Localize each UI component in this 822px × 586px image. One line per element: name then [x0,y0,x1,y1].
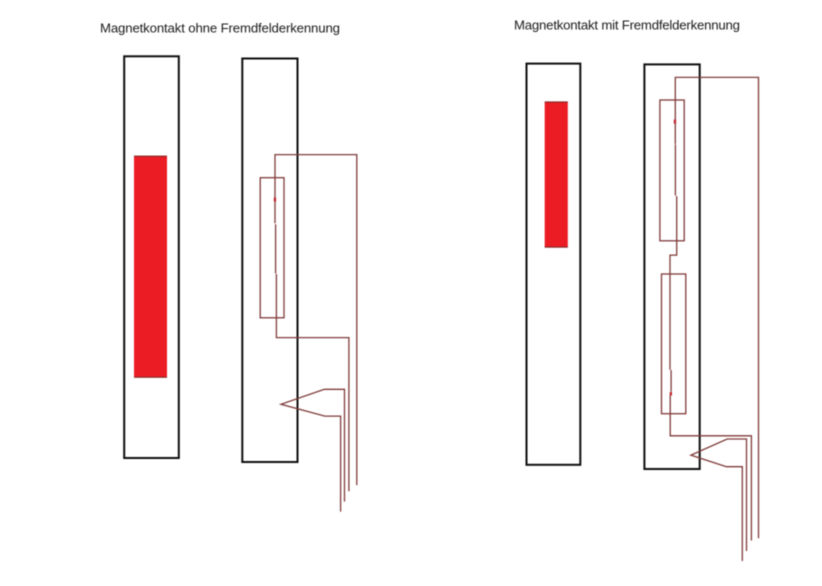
svg-text:Magnetkontakt mit Fremdfelderk: Magnetkontakt mit Fremdfelderkennung [514,17,740,32]
svg-text:Magnetkontakt ohne Fremdfelder: Magnetkontakt ohne Fremdfelderkennung [100,21,340,36]
